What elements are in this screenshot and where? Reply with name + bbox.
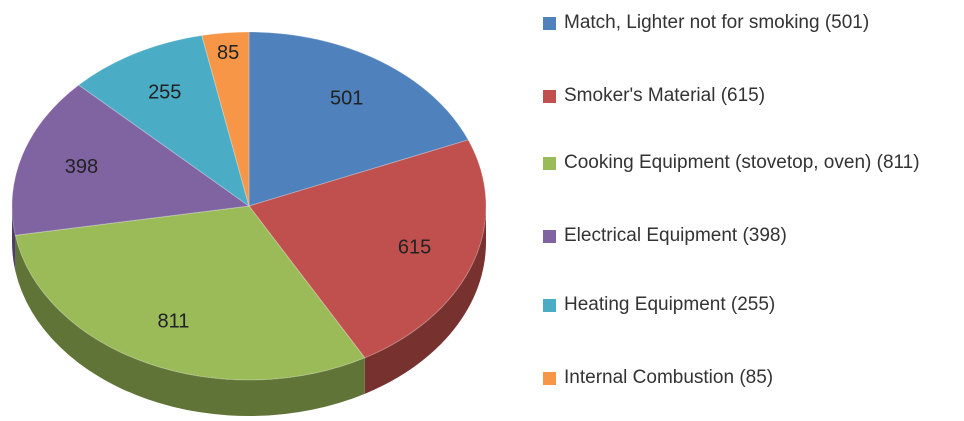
legend-swatch <box>543 299 556 312</box>
legend-label: Internal Combustion (85) <box>564 367 774 388</box>
pie-slice <box>248 139 487 359</box>
legend-item: Heating Equipment (255) <box>543 290 943 320</box>
legend-swatch <box>543 90 556 103</box>
legend-swatch <box>543 17 556 30</box>
pie-side <box>12 206 16 272</box>
legend-swatch <box>543 157 556 170</box>
data-label: 501 <box>330 87 363 109</box>
legend-item: Match, Lighter not for smoking (501) <box>543 8 943 38</box>
legend-item: Cooking Equipment (stovetop, oven) (811) <box>543 148 943 178</box>
legend-swatch <box>543 372 556 385</box>
data-label: 811 <box>157 310 189 332</box>
pie-slice <box>248 31 469 207</box>
pie-side <box>15 235 365 416</box>
legend-item: Smoker's Material (615) <box>543 81 943 111</box>
pie-slice <box>14 205 366 381</box>
data-label: 85 <box>217 42 239 64</box>
legend-label: Smoker's Material (615) <box>564 85 766 106</box>
legend-label: Match, Lighter not for smoking (501) <box>564 12 870 33</box>
pie-slice <box>201 31 250 207</box>
pie-area: 501 615 811 398 255 85 <box>11 31 487 416</box>
pie-slice <box>11 84 251 236</box>
data-label: 255 <box>148 81 181 103</box>
pie-slice <box>77 34 250 208</box>
legend-swatch <box>543 230 556 243</box>
legend-item: Internal Combustion (85) <box>543 363 943 393</box>
legend-label: Heating Equipment (255) <box>564 294 776 315</box>
data-label: 398 <box>65 156 98 178</box>
legend-label: Electrical Equipment (398) <box>564 225 787 246</box>
pie-side <box>364 206 486 394</box>
legend-label: Cooking Equipment (stovetop, oven) (811) <box>564 152 920 173</box>
data-label: 615 <box>398 237 431 259</box>
legend-item: Electrical Equipment (398) <box>543 221 943 251</box>
